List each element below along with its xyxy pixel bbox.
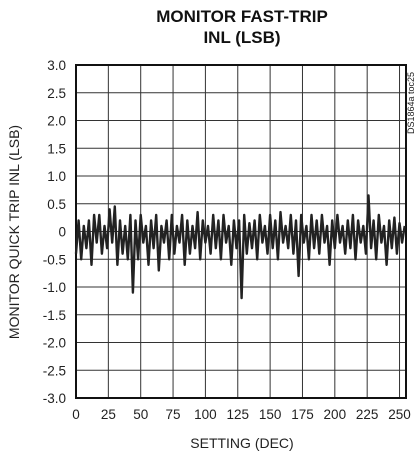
inl-series-line [74,194,406,300]
y-tick-label: 3.0 [47,58,66,73]
x-tick-label: 150 [259,407,282,422]
y-tick-label: 0.5 [47,197,66,212]
x-tick-label: 200 [324,407,347,422]
x-tick-label: 175 [291,407,314,422]
x-tick-label: 75 [166,407,181,422]
y-tick-label: 1.5 [47,141,66,156]
x-tick-labels: 0 25 50 75 100 125 150 175 200 225 250 [72,407,411,422]
x-tick-label: 0 [72,407,80,422]
x-tick-label: 125 [226,407,249,422]
y-tick-label: 0 [58,225,66,240]
x-tick-label: 50 [133,407,148,422]
y-tick-label: 2.5 [47,86,66,101]
x-tick-label: 25 [101,407,116,422]
y-tick-label: 2.0 [47,114,66,129]
y-tick-label: -2.0 [43,336,66,351]
chart-side-label: DS1864a toc25 [406,72,416,134]
y-tick-label: -0.5 [43,252,66,267]
y-tick-labels: 3.0 2.5 2.0 1.5 1.0 0.5 0 -0.5 -1.0 -1.5 -2.0 -2.5 -… [43,58,66,406]
series-group [74,194,406,300]
x-tick-label: 250 [388,407,411,422]
y-tick-label: -2.5 [43,363,66,378]
y-axis-label: MONITOR QUICK TRIP INL (LSB) [6,125,22,339]
plot-frame [75,64,407,399]
y-tick-label: -3.0 [43,391,66,406]
x-tick-label: 100 [194,407,217,422]
y-tick-label: -1.5 [43,308,66,323]
y-tick-label: 1.0 [47,169,66,184]
x-axis-label: SETTING (DEC) [190,435,293,451]
chart-title-line2: INL (LSB) [203,28,280,47]
chart-title-line1: MONITOR FAST-TRIP [156,7,328,26]
x-tick-label: 225 [356,407,379,422]
y-tick-label: -1.0 [43,280,66,295]
